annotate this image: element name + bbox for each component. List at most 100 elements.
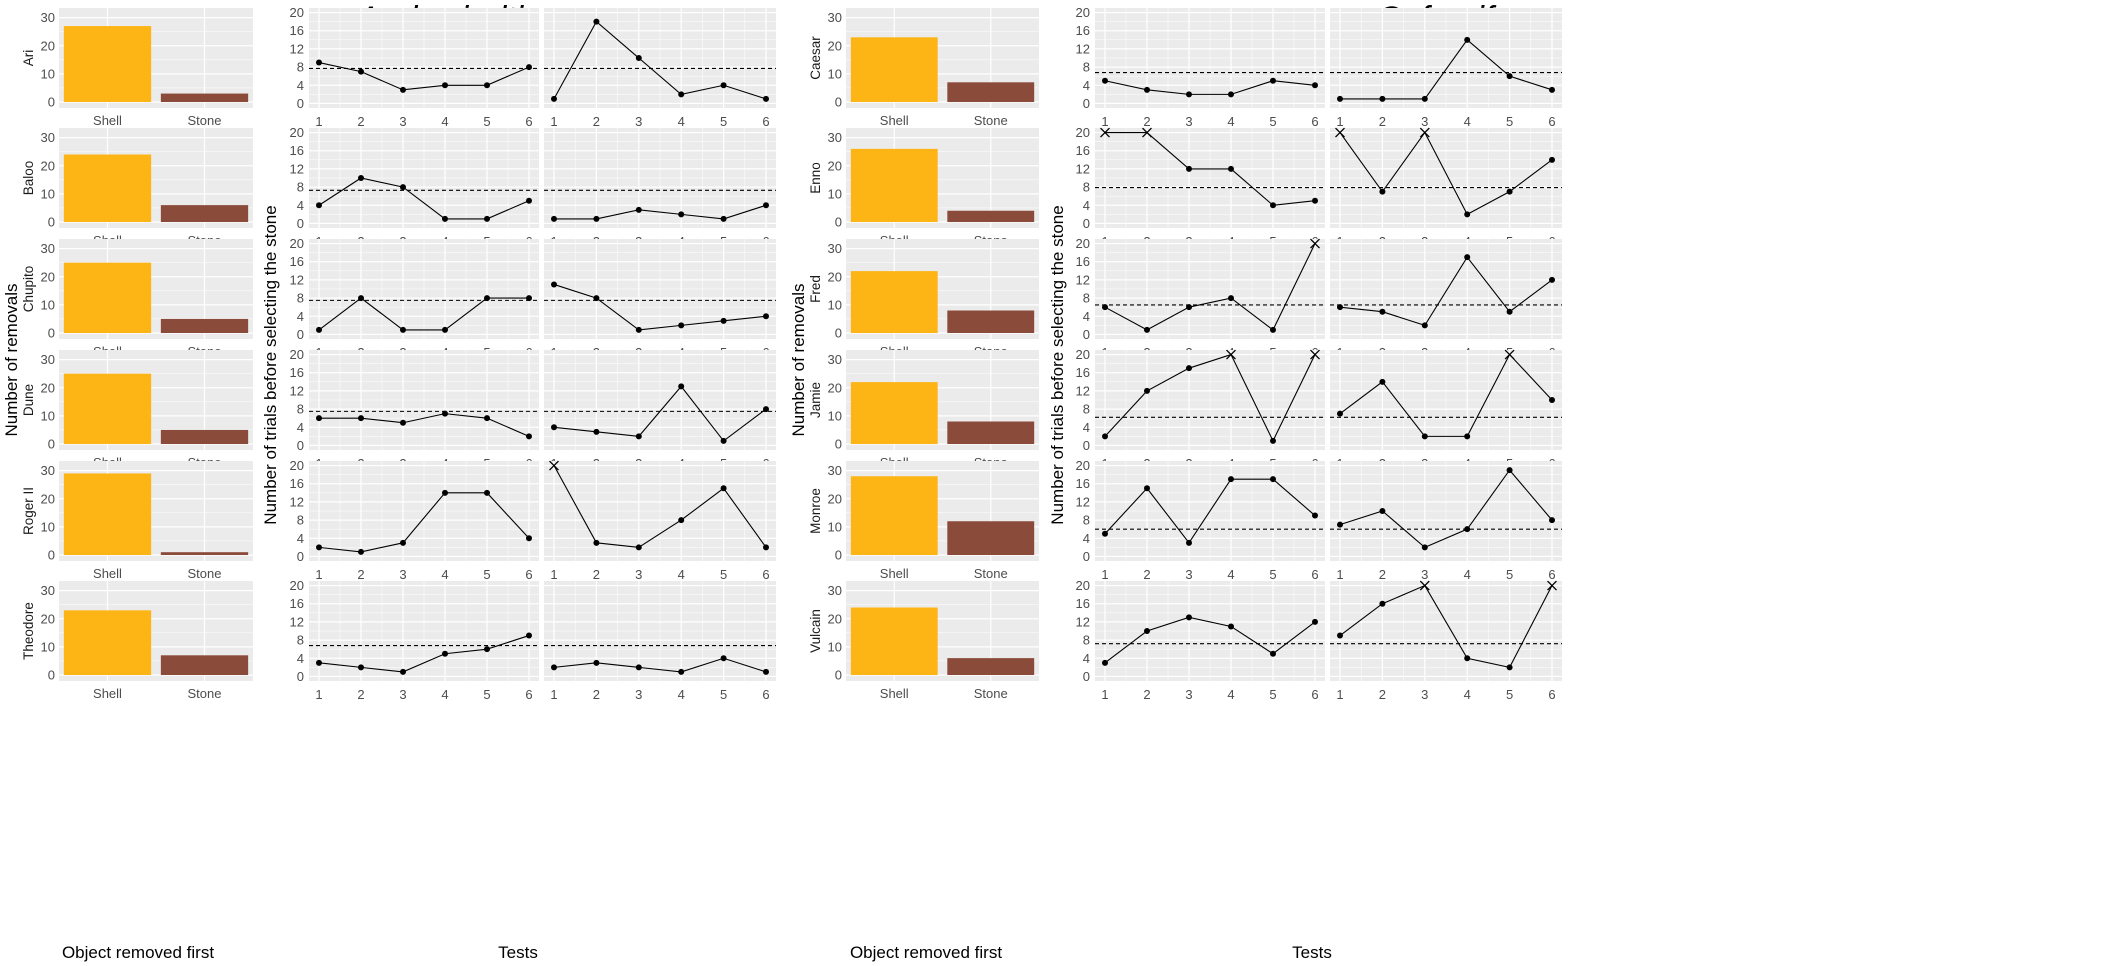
- line-xtick-label: 5: [1506, 567, 1513, 582]
- bar-xtick-label: Stone: [188, 113, 222, 128]
- line-ytick-label: 20: [1076, 125, 1090, 140]
- line-xtick-label: 5: [720, 567, 727, 582]
- line-ylabel-left: Number of trials before selecting the st…: [261, 205, 280, 524]
- bar-ytick-label: 20: [41, 158, 55, 173]
- bar-shell: [850, 382, 938, 444]
- series-line: [553, 657, 767, 673]
- facet-label-jamie: Jamie: [808, 382, 823, 418]
- line-xtick-label: 2: [593, 114, 600, 129]
- point-marker: [678, 383, 685, 390]
- bar-ytick-label: 30: [41, 241, 55, 256]
- line-ytick-label: 4: [297, 78, 304, 93]
- line-ytick-label: 4: [1083, 198, 1090, 213]
- line-xtick-label: 6: [1311, 114, 1318, 129]
- line-xtick-label: 4: [678, 687, 685, 702]
- bar-stone: [947, 421, 1035, 444]
- line-ytick-label: 0: [297, 327, 304, 342]
- point-cross-marker: [1419, 127, 1430, 138]
- point-marker: [1549, 517, 1555, 524]
- bar-ytick-label: 0: [835, 548, 842, 563]
- bar-xlabel-left: Object removed first: [62, 943, 214, 962]
- point-marker: [1464, 655, 1471, 662]
- bar-ytick-label: 20: [41, 491, 55, 506]
- point-marker: [1506, 664, 1513, 671]
- point-marker: [593, 215, 600, 222]
- point-marker: [763, 313, 769, 320]
- line-ytick-label: 20: [290, 347, 304, 362]
- point-marker: [484, 489, 490, 496]
- bar-stone: [160, 429, 249, 444]
- line-ytick-label: 0: [1083, 669, 1090, 684]
- point-marker: [1379, 308, 1386, 315]
- bar-stone: [947, 521, 1035, 555]
- point-marker: [678, 322, 685, 329]
- point-marker: [1337, 304, 1343, 311]
- line-xtick-label: 3: [399, 114, 406, 129]
- point-marker: [526, 64, 532, 71]
- line-ytick-label: 0: [297, 549, 304, 564]
- point-marker: [484, 215, 490, 222]
- point-marker: [1186, 91, 1192, 98]
- line-ytick-label: 4: [297, 651, 304, 666]
- series-line: [1339, 584, 1553, 668]
- line-ytick-label: 16: [290, 596, 304, 611]
- line-ytick-label: 20: [290, 578, 304, 593]
- point-cross-marker: [1335, 127, 1345, 138]
- point-marker: [1421, 544, 1428, 551]
- bar-ytick-label: 20: [41, 611, 55, 626]
- bar-xtick-label: Stone: [974, 113, 1008, 128]
- point-marker: [1270, 476, 1276, 483]
- point-marker: [1506, 467, 1513, 474]
- bar-xtick-label: Shell: [93, 566, 122, 581]
- point-marker: [400, 86, 406, 93]
- point-cross-marker: [1226, 349, 1236, 360]
- line-xtick-label: 2: [357, 687, 364, 702]
- point-marker: [763, 668, 769, 675]
- line-xtick-label: 6: [525, 687, 532, 702]
- point-marker: [551, 281, 557, 288]
- bar-ytick-label: 20: [828, 491, 842, 506]
- point-marker: [1144, 387, 1150, 394]
- bar-ytick-label: 30: [41, 352, 55, 367]
- line-xtick-label: 6: [762, 114, 769, 129]
- point-marker: [1549, 397, 1555, 403]
- point-marker: [1102, 77, 1108, 84]
- bar-ytick-label: 10: [828, 186, 842, 201]
- series-line: [1104, 80, 1316, 95]
- line-xtick-label: 3: [1421, 687, 1428, 702]
- series-line: [553, 385, 767, 442]
- point-marker: [551, 95, 557, 102]
- bar-ytick-label: 30: [828, 463, 842, 478]
- point-cross-marker: [1142, 127, 1152, 138]
- point-marker: [316, 544, 322, 551]
- point-marker: [442, 489, 448, 496]
- line-xtick-label: 1: [550, 567, 557, 582]
- point-marker: [1144, 485, 1150, 492]
- point-marker: [1102, 304, 1108, 311]
- point-marker: [635, 544, 642, 551]
- point-marker: [1186, 614, 1192, 621]
- line-xtick-label: 4: [441, 114, 448, 129]
- line-ytick-label: 20: [290, 458, 304, 473]
- line-ytick-label: 12: [1076, 41, 1090, 56]
- series-line: [318, 177, 530, 220]
- point-marker: [720, 437, 727, 444]
- point-marker: [1270, 650, 1276, 657]
- point-marker: [1337, 95, 1343, 102]
- line-ytick-label: 4: [1083, 651, 1090, 666]
- point-marker: [400, 326, 406, 333]
- line-xtick-label: 4: [678, 567, 685, 582]
- line-ytick-label: 8: [1083, 633, 1090, 648]
- point-marker: [526, 295, 532, 302]
- bar-ytick-label: 0: [835, 437, 842, 452]
- line-ytick-label: 8: [297, 633, 304, 648]
- bar-ytick-label: 0: [835, 326, 842, 341]
- series-line: [1104, 353, 1316, 443]
- point-marker: [678, 517, 685, 524]
- bar-xtick-label: Shell: [93, 113, 122, 128]
- line-xtick-label: 4: [1227, 567, 1234, 582]
- point-marker: [1102, 433, 1108, 440]
- series-line: [1340, 39, 1553, 100]
- line-xtick-label: 3: [1185, 687, 1192, 702]
- line-xtick-label: 4: [441, 567, 448, 582]
